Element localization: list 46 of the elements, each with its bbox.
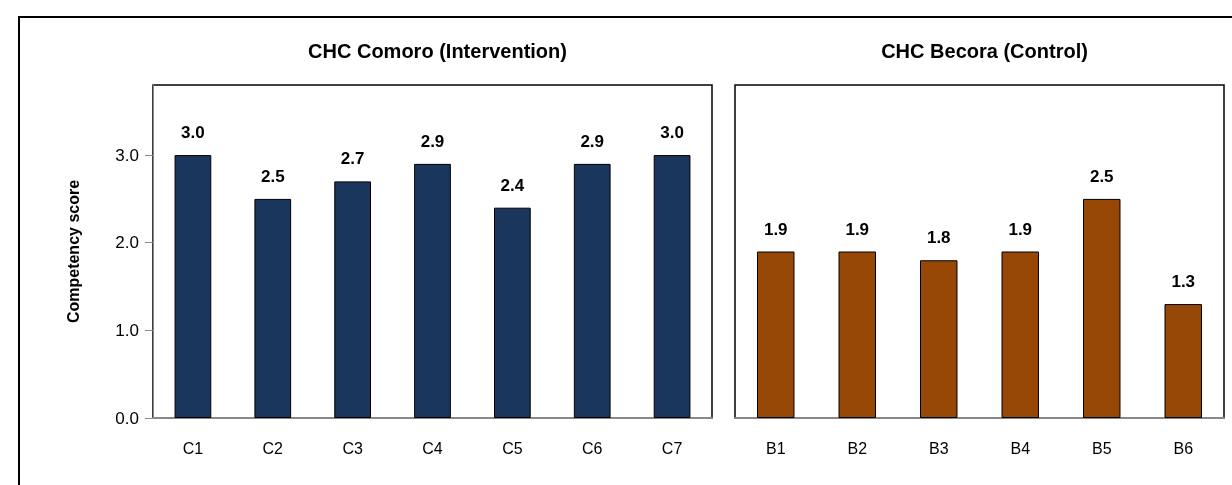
x-tick-label: B6 bbox=[1173, 439, 1194, 457]
bar bbox=[573, 163, 611, 418]
data-label: 1.8 bbox=[926, 228, 951, 248]
x-tick-label: B1 bbox=[765, 439, 786, 457]
bar bbox=[414, 163, 451, 418]
data-label: 1.9 bbox=[1008, 219, 1033, 239]
bar bbox=[838, 251, 876, 418]
x-tick-label: C2 bbox=[262, 439, 284, 457]
x-tick-label: B2 bbox=[847, 439, 868, 457]
bar bbox=[653, 155, 691, 418]
x-tick-label: C3 bbox=[342, 439, 363, 457]
x-tick-label: B4 bbox=[1010, 439, 1031, 457]
data-label: 1.9 bbox=[845, 219, 870, 239]
y-tick-label: 2.0 bbox=[115, 233, 139, 253]
x-tick-label: B3 bbox=[928, 439, 949, 457]
x-tick-label: C5 bbox=[502, 439, 523, 457]
data-label: 3.0 bbox=[181, 123, 205, 143]
data-label: 2.9 bbox=[420, 131, 445, 151]
data-label: 3.0 bbox=[660, 123, 684, 143]
bar bbox=[920, 260, 958, 418]
chart-title: CHC Becora (Control) bbox=[881, 40, 1088, 62]
y-tick-label: 3.0 bbox=[115, 145, 139, 165]
x-tick-label: C4 bbox=[422, 439, 443, 457]
bar bbox=[334, 181, 372, 418]
y-axis-title: Competency score bbox=[64, 179, 82, 324]
data-label: 2.7 bbox=[340, 149, 365, 169]
bar bbox=[493, 207, 531, 418]
bar bbox=[1001, 251, 1039, 418]
y-tick-label: 0.0 bbox=[115, 408, 139, 428]
data-label: 2.4 bbox=[500, 175, 525, 195]
data-label: 2.5 bbox=[260, 166, 285, 186]
data-label: 2.5 bbox=[1089, 166, 1114, 186]
data-label: 1.9 bbox=[763, 219, 788, 239]
data-label: 1.3 bbox=[1171, 272, 1196, 292]
x-tick-label: B5 bbox=[1091, 439, 1112, 457]
bar bbox=[757, 251, 795, 418]
x-tick-label: C6 bbox=[581, 439, 603, 457]
bar bbox=[1083, 198, 1121, 418]
data-label: 2.9 bbox=[580, 131, 605, 151]
x-tick-label: C7 bbox=[661, 439, 683, 457]
chart-title: CHC Comoro (Intervention) bbox=[308, 40, 567, 62]
y-tick-label: 1.0 bbox=[115, 320, 139, 340]
bar bbox=[254, 198, 292, 418]
bar bbox=[174, 155, 212, 418]
bar bbox=[1164, 304, 1202, 418]
x-tick-label: C1 bbox=[182, 439, 204, 457]
